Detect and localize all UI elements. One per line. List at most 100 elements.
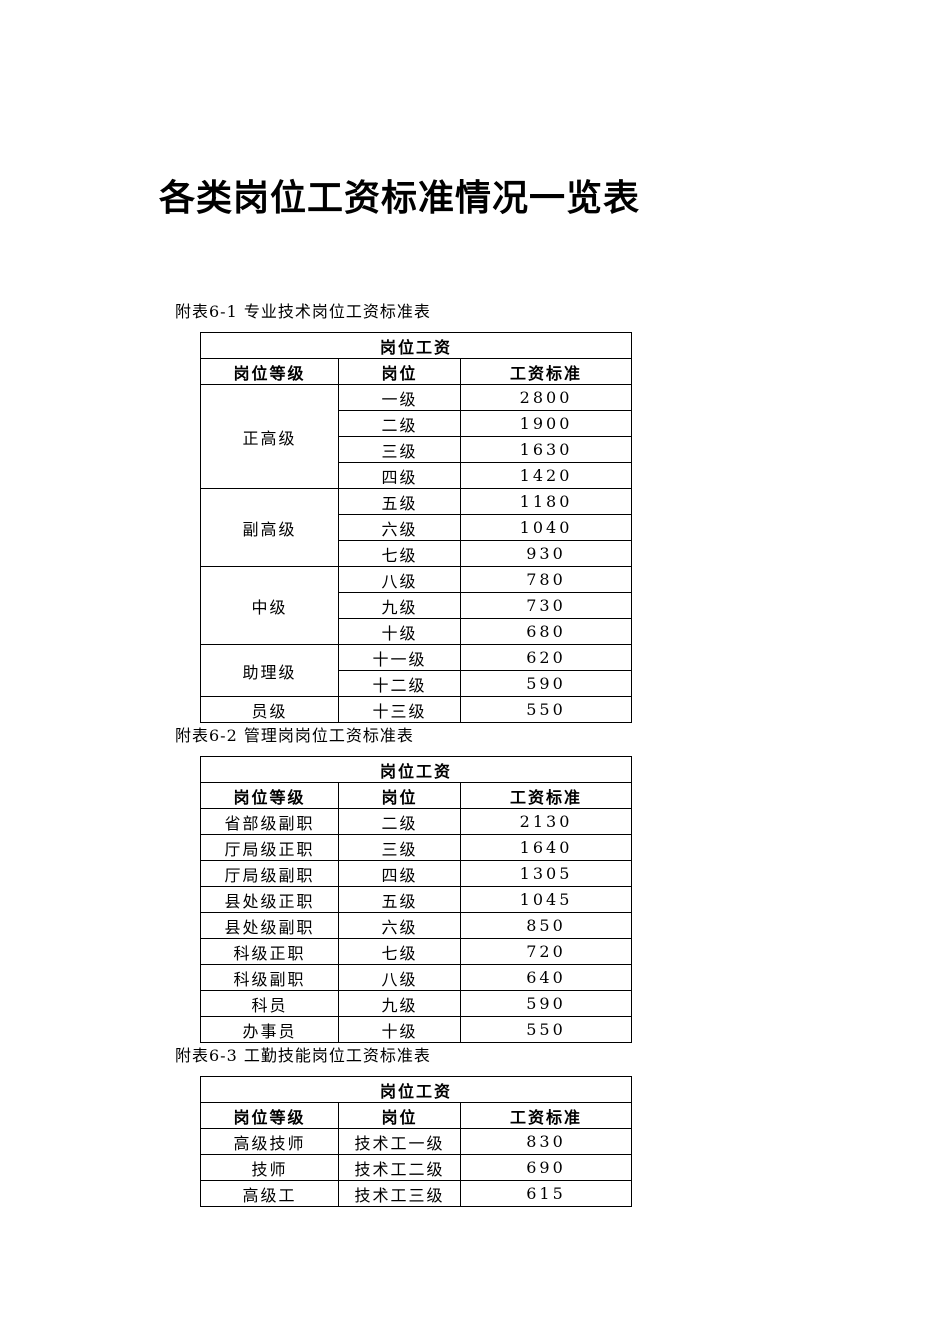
worker-skill-salary-table: 岗位工资 岗位等级 岗位 工资标准 高级技师 技术工一级 830 技师 技术工二级 690 高级工技… [199,1076,633,1207]
grade-cell: 助理级 [200,644,339,697]
table-row: 厅局级正职 三级 1640 [200,834,633,861]
position-cell: 十级 [338,618,461,645]
position-cell: 一级 [338,384,461,411]
position-cell: 四级 [338,860,461,887]
position-cell: 七级 [338,938,461,965]
position-cell: 三级 [338,436,461,463]
table-row: 科员 九级 590 [200,990,633,1017]
table-caption: 附表6-1 专业技术岗位工资标准表 [175,302,431,321]
position-cell: 十三级 [338,696,461,723]
salary-cell: 1045 [459,886,633,913]
table-row: 县处级副职 六级 850 [200,912,633,939]
table-column-header-row: 岗位等级 岗位 工资标准 [200,1102,633,1129]
salary-cell: 720 [459,938,633,965]
position-cell: 五级 [338,886,461,913]
table-row: 七级 930 [201,540,633,567]
table-caption: 附表6-2 管理岗岗位工资标准表 [175,726,414,745]
table-row: 员级 十三级 550 [200,696,633,723]
grade-cell: 科级正职 [200,938,339,965]
position-cell: 六级 [338,514,461,541]
span-header-cell: 岗位工资 [199,1076,633,1103]
position-cell: 十二级 [338,670,461,697]
column-header-cell: 岗位 [338,1102,461,1129]
grade-cell: 高级技师 [200,1128,339,1155]
table-row: 科级副职 八级 640 [200,964,633,991]
salary-cell: 690 [459,1154,633,1181]
salary-cell: 550 [459,696,633,723]
grade-cell: 员级 [200,696,339,723]
position-cell: 六级 [338,912,461,939]
grade-cell: 县处级副职 [200,912,339,939]
position-cell: 技术工一级 [338,1128,461,1155]
table-column-header-row: 岗位等级 岗位 工资标准 [200,358,633,385]
salary-cell: 1305 [459,860,633,887]
salary-cell: 1180 [459,488,633,515]
salary-cell: 730 [459,592,633,619]
table-row: 厅局级副职 四级 1305 [200,860,633,887]
column-header-cell: 工资标准 [459,782,633,809]
grade-cell: 正高级 [200,384,339,489]
grade-cell: 厅局级正职 [200,834,339,861]
grade-cell: 厅局级副职 [200,860,339,887]
table-row: 十级 680 [201,618,633,645]
table-row: 副高级 五级 1180 [200,488,633,567]
position-cell: 九级 [338,990,461,1017]
grade-cell: 高级工 [200,1180,339,1207]
table-row: 技师 技术工二级 690 [200,1154,633,1181]
salary-cell: 930 [459,540,633,567]
salary-cell: 2800 [459,384,633,411]
table-row: 办事员 十级 550 [200,1016,633,1043]
table-row: 县处级正职 五级 1045 [200,886,633,913]
salary-cell: 850 [459,912,633,939]
salary-cell: 780 [459,566,633,593]
position-cell: 八级 [338,566,461,593]
table-span-header-row: 岗位工资 [199,332,633,359]
salary-cell: 2130 [459,808,633,835]
position-cell: 七级 [338,540,461,567]
position-cell: 技术工二级 [338,1154,461,1181]
position-cell: 九级 [338,592,461,619]
grade-cell: 办事员 [200,1016,339,1043]
grade-cell: 县处级正职 [200,886,339,913]
position-cell: 十一级 [338,644,461,671]
table-row: 高级技师 技术工一级 830 [200,1128,633,1155]
table-row: 助理级 十一级 620 [200,644,633,697]
salary-cell: 1640 [459,834,633,861]
grade-cell: 副高级 [200,488,339,567]
table-row: 六级 1040 [201,514,633,541]
table-row: 九级 730 [201,592,633,619]
column-header-cell: 岗位 [338,782,461,809]
professional-technical-salary-table: 岗位工资 岗位等级 岗位 工资标准 正高级 一级 2800 二级 1900 三级 1630 四级 142… [199,332,633,723]
position-cell: 二级 [338,410,461,437]
salary-cell: 640 [459,964,633,991]
table-row: 正高级 一级 2800 [200,384,633,489]
table-caption: 附表6-3 工勤技能岗位工资标准表 [175,1046,431,1065]
table-column-header-row: 岗位等级 岗位 工资标准 [200,782,633,809]
table-row: 省部级副职 二级 2130 [200,808,633,835]
span-header-cell: 岗位工资 [199,756,633,783]
column-header-cell: 工资标准 [459,1102,633,1129]
salary-cell: 830 [459,1128,633,1155]
salary-cell: 620 [459,644,633,671]
column-header-cell: 工资标准 [459,358,633,385]
position-cell: 三级 [338,834,461,861]
salary-cell: 590 [459,990,633,1017]
position-cell: 技术工三级 [338,1180,461,1207]
table-span-header-row: 岗位工资 [199,1076,633,1103]
table-row: 十二级 590 [201,670,633,697]
salary-cell: 590 [459,670,633,697]
grade-cell: 科级副职 [200,964,339,991]
table-row: 高级工 技术工三级 615 [200,1180,633,1207]
tables-container: 附表6-1 专业技术岗位工资标准表 岗位工资 岗位等级 岗位 工资标准 正高级 一级 2800… [0,303,950,1207]
management-salary-table: 岗位工资 岗位等级 岗位 工资标准 省部级副职 二级 2130 厅局级正职 三级 1640 厅局级副… [199,756,633,1043]
table-row: 三级 1630 [201,436,633,463]
column-header-cell: 岗位等级 [200,782,339,809]
table-row: 科级正职 七级 720 [200,938,633,965]
table-row: 中级 八级 780 [200,566,633,645]
span-header-cell: 岗位工资 [199,332,633,359]
column-header-cell: 岗位 [338,358,461,385]
salary-cell: 550 [459,1016,633,1043]
page-title: 各类岗位工资标准情况一览表 [159,177,641,219]
table-row: 四级 1420 [201,462,633,489]
